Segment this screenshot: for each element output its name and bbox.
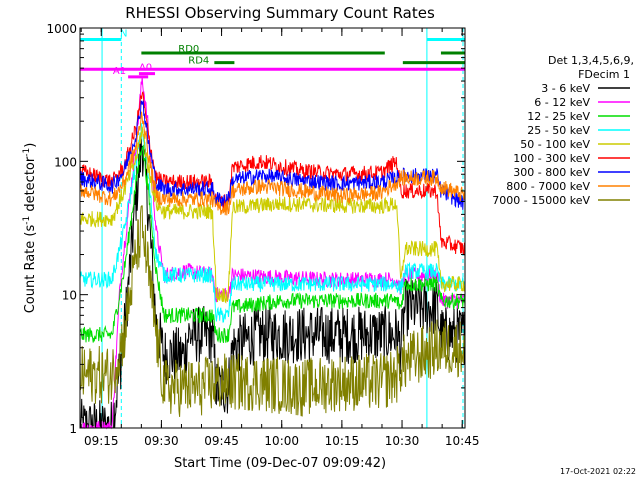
legend-item-label: 25 - 50 keV [527,124,590,137]
legend-header-2: FDecim 1 [578,68,630,81]
y-axis-label-part3: ) [23,143,38,148]
x-tick-label: 09:30 [144,434,179,448]
y-tick-label: 1 [69,422,77,436]
series-line [79,144,466,343]
annotation-label: A0 [139,63,152,74]
x-axis-label: Start Time (09-Dec-07 09:09:42) [174,456,386,471]
y-tick-label: 100 [54,155,77,169]
annotation-label: RD0 [178,44,199,55]
legend-item-label: 6 - 12 keV [534,96,590,109]
legend-item-label: 800 - 7000 keV [506,180,590,193]
x-tick-label: 09:45 [204,434,239,448]
x-tick-label: 10:00 [264,434,299,448]
y-tick-label: 1000 [46,22,77,36]
legend-item-label: 300 - 800 keV [513,166,590,179]
y-axis-label: Count Rate (s-1 detector-1) [22,143,38,314]
chart-title: RHESSI Observing Summary Count Rates [125,4,435,22]
y-axis-label-part2: detector [23,156,38,216]
series-line [79,91,466,256]
annotation-label: RD4 [188,56,209,67]
legend-item-label: 100 - 300 keV [513,152,590,165]
y-tick-label: 10 [62,289,77,303]
axes-layer: 09:15 09:30 09:45 10:00 10:15 10:30 10:45 1 10 10… [46,22,479,448]
x-tick-label: 10:15 [325,434,360,448]
x-tick-label: 09:15 [84,434,119,448]
y-axis-label-sup1: -1 [22,216,32,225]
annotation-label: A1 [113,66,126,77]
series-layer [79,76,466,430]
footer-timestamp: 17-Oct-2021 02:22 [560,467,636,476]
plot-frame [79,27,466,429]
series-line [79,111,466,216]
legend-item-label: 7000 - 15000 keV [492,194,590,207]
legend-item-label: 50 - 100 keV [520,138,590,151]
annotation-label: N [120,28,127,39]
series-line [79,123,466,323]
series-line [79,126,466,304]
y-axis-label-part1: Count Rate (s [23,225,38,314]
series-line [79,205,466,417]
legend-item-label: 12 - 25 keV [527,110,590,123]
x-tick-label: 10:45 [445,434,480,448]
x-tick-label: 10:30 [385,434,420,448]
legend-header-1: Det 1,3,4,5,6,9, [548,54,634,67]
legend-item-label: 3 - 6 keV [541,82,590,95]
y-axis-label-sup2: -1 [22,148,32,157]
